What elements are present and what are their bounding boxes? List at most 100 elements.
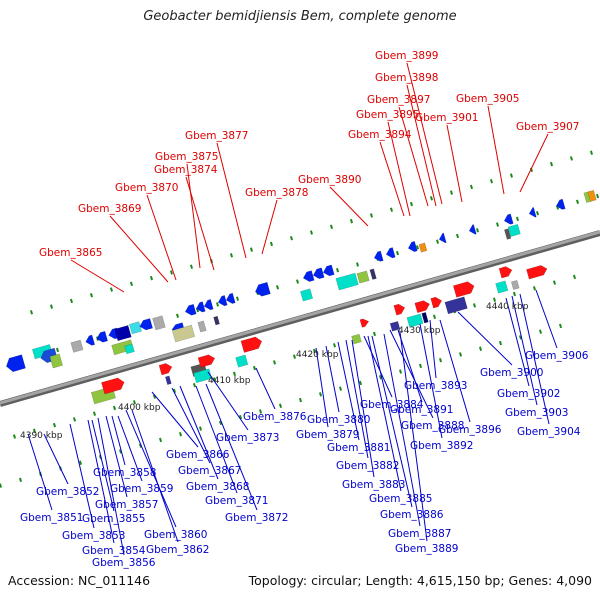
guide-dot: [275, 285, 280, 290]
gene-label: Gbem_3870: [115, 182, 178, 194]
guide-dot: [595, 193, 600, 199]
guide-dot: [512, 291, 517, 297]
guide-dot: [552, 280, 557, 285]
guide-dot: [269, 241, 273, 247]
gene-labels: Gbem_3865Gbem_3869Gbem_3870Gbem_3874Gbem…: [20, 50, 589, 569]
guide-dot: [252, 365, 257, 371]
guide-dot: [175, 313, 180, 318]
gene-label: Gbem_3893: [404, 380, 467, 392]
label-connector: [371, 335, 413, 508]
label-connector: [519, 293, 550, 425]
label-connector: [446, 124, 463, 203]
guide-dot: [409, 201, 413, 207]
gene-label: Gbem_3895: [356, 109, 419, 121]
guide-dot: [312, 348, 317, 354]
label-connector: [27, 433, 53, 511]
gene-label: Gbem_3906: [525, 350, 589, 362]
label-connector: [397, 329, 423, 403]
guide-dot: [475, 228, 480, 233]
gene-feature: [101, 377, 125, 395]
gene-label: Gbem_3879: [296, 429, 359, 441]
label-connector: [171, 387, 211, 464]
guide-dot: [559, 323, 563, 329]
gene-feature: [96, 330, 108, 343]
gene-label: Gbem_3904: [517, 426, 581, 438]
gene-feature: [195, 301, 206, 313]
gene-feature: [369, 268, 377, 280]
gene-feature: [444, 296, 468, 315]
gene-feature: [335, 272, 359, 291]
guide-dot: [189, 264, 193, 269]
gene-label: Gbem_3900: [480, 367, 543, 379]
page-title: Geobacter bemidjiensis Bem, complete gen…: [143, 9, 457, 24]
gene-label: Gbem_3890: [298, 174, 361, 186]
guide-dot: [49, 304, 53, 309]
gene-feature: [385, 247, 396, 259]
label-connector: [117, 415, 143, 482]
label-connector: [399, 331, 428, 542]
tick-label: 4410 kbp: [208, 376, 251, 386]
guide-dot: [259, 409, 263, 414]
gene-feature: [452, 281, 475, 298]
guide-dot: [372, 331, 377, 337]
guide-dot: [489, 179, 493, 184]
label-connector: [345, 339, 369, 459]
guide-dot: [179, 432, 183, 437]
gene-feature: [302, 270, 315, 282]
gene-feature: [510, 279, 520, 290]
gene-feature: [351, 333, 362, 345]
label-connector: [97, 417, 125, 556]
label-connector: [535, 289, 558, 349]
guide-dot: [89, 293, 93, 298]
gene-feature: [255, 281, 271, 297]
guide-dot: [515, 216, 520, 222]
guide-dot: [399, 369, 403, 374]
guide-dot: [0, 483, 3, 488]
guide-dot: [52, 422, 57, 428]
guide-dot: [435, 239, 440, 244]
guide-dot: [69, 298, 73, 304]
label-connector: [87, 419, 115, 544]
label-connector: [179, 385, 219, 480]
gene-label: Gbem_3874: [154, 164, 218, 176]
gene-label: Gbem_3860: [144, 529, 207, 541]
gene-label: Gbem_3894: [348, 129, 412, 141]
guide-dot: [169, 270, 173, 275]
label-connector: [43, 433, 69, 485]
gene-feature: [240, 336, 263, 353]
label-connectors: [27, 62, 558, 556]
label-connector: [325, 345, 340, 413]
gene-feature: [373, 250, 384, 262]
guide-dot: [112, 405, 117, 411]
tick-label: 4420 kbp: [296, 350, 339, 360]
gene-feature: [389, 321, 401, 332]
guide-dot: [432, 314, 437, 319]
gene-feature: [213, 315, 220, 326]
gene-label: Gbem_3892: [410, 440, 473, 452]
gene-feature: [359, 318, 370, 328]
gene-feature: [197, 320, 207, 333]
gene-label: Gbem_3888: [401, 420, 464, 432]
gene-label: Gbem_3857: [95, 499, 158, 511]
gene-feature: [495, 280, 509, 294]
guide-dot: [129, 281, 133, 287]
label-connector: [186, 163, 201, 269]
gene-label: Gbem_3866: [166, 449, 230, 461]
guide-dot: [575, 199, 580, 204]
guide-dot: [492, 297, 497, 302]
gene-feature: [507, 223, 521, 237]
gene-feature: [139, 318, 153, 331]
scale-ticks: 4390 kbp 4400 kbp 4410 kbp 4420 kbp 4430 kbp…: [20, 302, 529, 441]
guide-dot: [469, 184, 473, 190]
label-connector: [398, 106, 429, 207]
guide-dot: [419, 363, 423, 369]
tick-label: 4430 kbp: [398, 326, 441, 336]
label-connector: [205, 383, 258, 511]
guide-dot: [239, 414, 243, 420]
gene-label: Gbem_3902: [497, 388, 560, 400]
guide-dot: [589, 150, 593, 155]
label-connector: [406, 84, 437, 207]
label-connector: [315, 347, 329, 428]
gene-label: Gbem_3898: [375, 72, 438, 84]
label-connector: [70, 259, 125, 293]
